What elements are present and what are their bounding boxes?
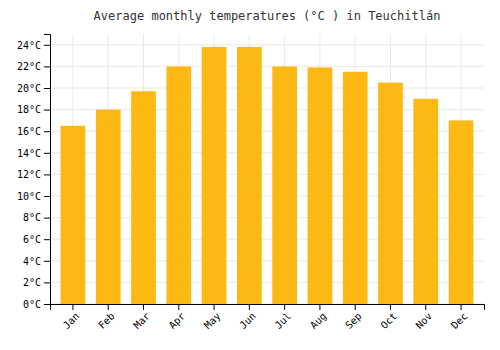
y-tick-mark [44, 239, 50, 240]
bar [343, 72, 368, 304]
x-tick-label: May [202, 310, 223, 331]
y-tick-mark [44, 131, 50, 132]
x-tick-label: Oct [378, 310, 399, 331]
y-tick-label: 6°C [23, 234, 41, 245]
x-tick: Nov [414, 304, 435, 331]
chart: Jan Feb Mar Apr May Jun Jul Aug Sep Oct Nov Dec 0°C 2… [0, 0, 500, 350]
y-tick-mark [44, 282, 50, 283]
grid [50, 34, 484, 304]
bar [272, 66, 297, 304]
y-axis: 0°C 2°C 4°C 6°C 8°C 10°C 12°C 14°C 16°C 18°C 20°C 2… [17, 35, 51, 310]
y-tick: 14°C [17, 148, 50, 159]
y-tick: 2°C [23, 277, 50, 288]
x-tick-label: Sep [343, 310, 364, 331]
x-tick-label: Nov [414, 310, 435, 331]
y-tick: 6°C [23, 234, 50, 245]
x-tick-mark [249, 304, 250, 310]
x-tick-label: Dec [449, 310, 470, 331]
x-axis-line [51, 305, 485, 311]
y-tick-mark [44, 174, 50, 175]
y-tick-mark [44, 66, 50, 67]
x-tick-label: Mar [131, 310, 152, 331]
y-tick-label: 16°C [17, 126, 41, 137]
y-tick-label: 12°C [17, 169, 41, 180]
y-tick-label: 24°C [17, 40, 41, 51]
x-tick: Feb [96, 304, 117, 331]
grid-line-y [50, 44, 484, 45]
x-tick-mark [319, 304, 320, 310]
x-tick-label: Jul [273, 310, 294, 331]
bar [449, 120, 474, 304]
title: Average monthly temperatures (°C ) in Te… [94, 9, 441, 23]
x-tick: Dec [449, 304, 470, 331]
bar [61, 126, 86, 304]
x-tick: Apr [167, 304, 188, 331]
bar [202, 47, 227, 304]
x-tick: Jan [61, 304, 82, 331]
y-tick-label: 4°C [23, 256, 41, 267]
y-tick-label: 0°C [23, 299, 41, 310]
y-tick-label: 18°C [17, 104, 41, 115]
x-tick-mark [425, 304, 426, 310]
x-tick-mark [108, 304, 109, 310]
x-tick-mark [72, 304, 73, 310]
y-tick: 24°C [17, 40, 50, 51]
x-tick: Mar [131, 304, 152, 331]
x-tick-mark [284, 304, 285, 310]
plot: Jan Feb Mar Apr May Jun Jul Aug Sep Oct Nov Dec 0°C 2… [17, 34, 485, 331]
y-axis-line [44, 35, 51, 305]
x-tick: Sep [343, 304, 364, 331]
bar [96, 110, 121, 304]
x-tick-mark [461, 304, 462, 310]
y-tick-label: 22°C [17, 61, 41, 72]
x-tick-label: Jan [61, 310, 82, 331]
y-tick-label: 2°C [23, 277, 41, 288]
bar [131, 91, 156, 304]
x-tick: May [202, 304, 223, 331]
bar [413, 99, 438, 304]
y-tick: 4°C [23, 256, 50, 267]
y-tick-label: 10°C [17, 191, 41, 202]
y-tick-mark [44, 110, 50, 111]
bars [61, 47, 474, 304]
bar [166, 66, 191, 304]
x-tick: Aug [308, 304, 329, 331]
x-tick-label: Feb [96, 310, 117, 331]
bar [237, 47, 262, 304]
bar [308, 67, 333, 304]
grid-line-y [50, 66, 484, 67]
y-tick: 12°C [17, 169, 50, 180]
y-tick: 18°C [17, 104, 50, 115]
y-tick-mark [44, 196, 50, 197]
x-tick: Oct [378, 304, 399, 331]
x-axis: Jan Feb Mar Apr May Jun Jul Aug Sep Oct Nov Dec [51, 304, 485, 331]
y-tick-mark [44, 218, 50, 219]
y-tick: 0°C [23, 299, 50, 310]
y-tick-mark [44, 261, 50, 262]
y-tick: 20°C [17, 83, 50, 94]
x-tick-label: Apr [167, 310, 188, 331]
x-tick-mark [178, 304, 179, 310]
y-tick-mark [44, 153, 50, 154]
y-tick-label: 8°C [23, 212, 41, 223]
x-tick: Jul [273, 304, 294, 331]
grid-line-y [50, 88, 484, 89]
y-tick-label: 14°C [17, 148, 41, 159]
x-tick-label: Aug [308, 310, 329, 331]
y-tick: 8°C [23, 212, 50, 223]
y-tick-mark [44, 45, 50, 46]
y-tick: 10°C [17, 191, 50, 202]
bar [378, 83, 403, 304]
x-tick-label: Jun [237, 310, 258, 331]
x-tick-mark [143, 304, 144, 310]
x-tick: Jun [237, 304, 258, 331]
x-tick-mark [355, 304, 356, 310]
x-tick-mark [390, 304, 391, 310]
y-tick-mark [44, 88, 50, 89]
y-tick-mark [44, 304, 50, 305]
y-tick-label: 20°C [17, 83, 41, 94]
y-tick: 22°C [17, 61, 50, 72]
y-tick: 16°C [17, 126, 50, 137]
x-tick-mark [214, 304, 215, 310]
